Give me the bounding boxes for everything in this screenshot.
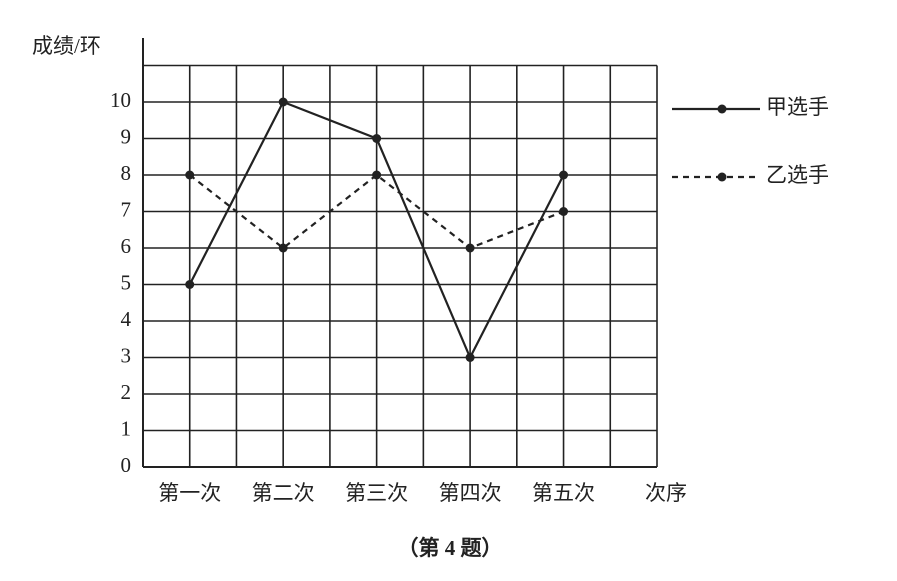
legend-label: 乙选手: [766, 163, 829, 187]
legend-marker: [717, 172, 727, 182]
point: [559, 170, 569, 180]
series-line: [189, 173, 564, 250]
point: [185, 170, 195, 180]
y-axis-label: 成绩/环: [32, 34, 101, 58]
y-tick-label: 0: [121, 453, 132, 477]
point: [465, 243, 475, 253]
point: [559, 207, 569, 216]
y-tick-label: 1: [121, 416, 132, 440]
point: [278, 97, 288, 107]
y-tick-label: 7: [121, 197, 132, 221]
y-tick-label: 3: [121, 343, 132, 367]
x-tick-label: 第四次: [439, 481, 502, 505]
y-tick-label: 5: [121, 270, 132, 294]
legend-label: 甲选手: [766, 95, 829, 119]
point: [372, 134, 382, 143]
point: [372, 170, 382, 180]
y-tick-label: 4: [121, 307, 132, 331]
y-tick-label: 8: [121, 161, 132, 185]
x-tick-label: 第二次: [252, 481, 315, 505]
legend-marker: [717, 104, 727, 114]
x-tick-label: 第三次: [345, 481, 408, 505]
y-tick-label: 10: [110, 88, 131, 112]
x-tick-label: 第五次: [532, 481, 595, 505]
point: [465, 353, 475, 362]
point: [278, 243, 288, 253]
y-tick-label: 6: [121, 234, 132, 258]
y-tick-label: 2: [121, 380, 132, 404]
point: [185, 280, 195, 289]
x-tick-label: 第一次: [158, 481, 221, 505]
y-tick-label: 9: [121, 124, 132, 148]
x-axis-label: 次序: [645, 481, 687, 505]
caption: （第 4 题）: [398, 536, 503, 560]
